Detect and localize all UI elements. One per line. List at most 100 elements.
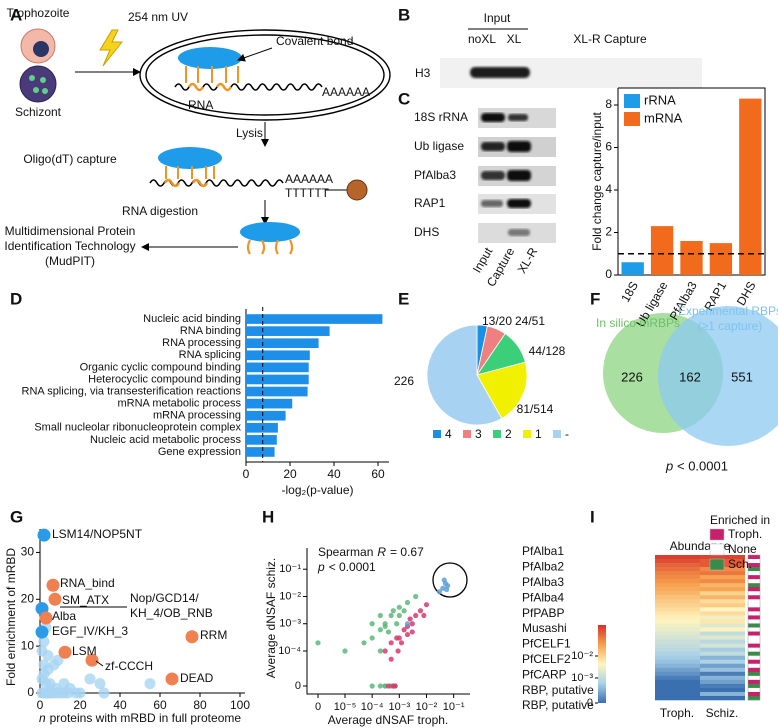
point [395,648,401,654]
colorbar-tick-label: 10⁻³ [571,672,593,684]
bar [709,243,733,275]
annotation: DEAD [180,671,214,685]
x-axis-label: Average dNSAF troph. [328,713,449,727]
heat-cell [700,635,745,640]
panel-label: I [590,507,595,526]
bar [246,422,278,433]
slice-label: 226 [394,374,414,388]
x-tick-label: 40 [327,467,341,481]
heat-cell [655,671,700,677]
point [398,640,405,646]
diagram-a [19,28,391,251]
y-tick-label: 4 [605,182,612,196]
enrichment-cell [748,575,760,580]
pie-slice [476,361,528,419]
bar [246,398,293,409]
legend-label: None [728,542,757,556]
enrichment-cell [748,683,760,689]
protein-label: PfPABP [522,606,564,620]
point [396,635,402,641]
y-tick-label: Nucleic acid metabolic process [90,434,242,446]
heat-cell [655,555,700,560]
heat-cell [655,655,700,661]
point [409,629,415,635]
diagram-label: (MudPIT) [45,254,95,268]
point [441,577,447,583]
slice-label: 24/51 [515,314,545,328]
point [382,623,388,629]
enrichment-cell [748,583,760,588]
heat-cell [655,679,700,685]
slice-label: 81/514 [517,402,554,416]
protein-label: PfCARP [522,667,567,681]
point [38,635,50,647]
y-axis-label: Fold enrichment of mRBD [4,548,18,686]
heat-cell [655,675,700,681]
heat-cell [700,691,745,697]
point [382,648,388,654]
enrichment-cell [748,631,760,636]
diagram-label: Identification Technology [4,239,135,253]
enrichment-cell [748,555,760,560]
point [85,653,99,667]
heat-cell [700,667,745,673]
venn-right [658,306,778,446]
heat-cell [700,571,745,576]
heat-cell [655,571,700,576]
point [443,586,450,593]
stat-label: Spearman R = 0.67 [318,545,424,559]
bar [246,362,309,373]
heat-cell [655,659,700,665]
heat-cell [655,639,700,644]
enrichment-cell [748,559,760,564]
heat-cell [655,575,700,580]
y-tick-label: 6 [605,140,612,154]
protein [240,222,300,242]
x-tick-label: 20 [73,698,87,712]
diagram-label: Lysis [236,126,263,140]
x-tick-label: 0 [243,467,250,481]
y-axis-label: Fold change capture/input [590,111,604,250]
point [385,629,392,635]
legend-swatch [709,558,725,571]
bead [346,179,368,201]
point [315,640,321,646]
y-tick-label: 10⁻² [279,590,301,602]
point [361,640,367,646]
legend-label: 2 [505,427,512,441]
bar [246,447,275,457]
point [35,625,49,639]
legend-label: rRNA [644,92,676,107]
point [58,645,72,659]
bar [246,326,330,336]
panel-label: H [262,507,274,526]
point [409,621,415,627]
point [38,659,50,671]
cell-inner [145,34,385,116]
colorbar-tick-label: 0 [587,697,593,709]
rna-fragment [246,239,251,255]
rna-strand [163,178,181,188]
heat-cell [700,683,745,689]
bar [739,98,762,275]
enrichment-cell [748,667,760,673]
cell-outer [139,29,391,121]
heat-cell [655,663,700,669]
point [84,673,96,685]
leader [95,660,104,667]
diagram-label: TTTTTT [285,186,330,200]
diagram-label: RNA digestion [122,204,198,218]
annotation: RNA_bind [60,576,115,590]
point [377,612,383,619]
heat-cell [700,587,745,592]
point [413,593,419,600]
annotation: SM_ATX [62,593,109,607]
panel-label: E [398,289,409,308]
heat-cell [655,643,700,648]
protein-label: PfCELF1 [522,637,571,651]
heat-cell [700,611,745,616]
bar [650,226,674,275]
point [36,673,48,685]
heat-cell [655,635,700,640]
highlight-circle [432,562,468,598]
